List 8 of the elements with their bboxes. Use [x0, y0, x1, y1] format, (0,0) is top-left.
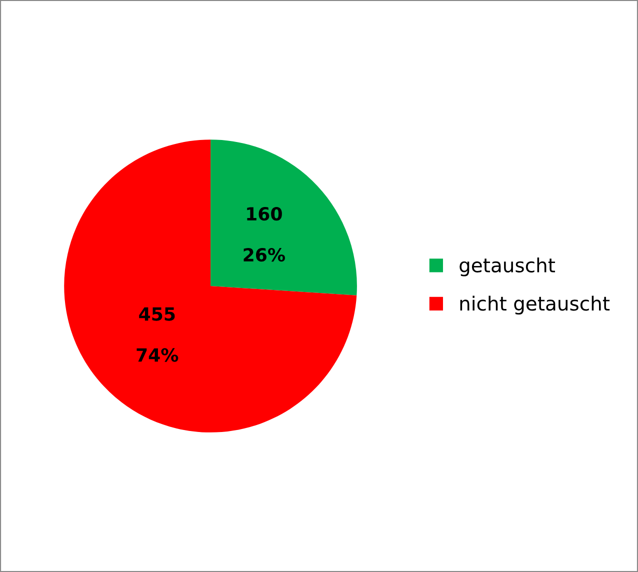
pie-slice [210, 140, 357, 296]
text: 74% [136, 348, 178, 362]
text: 26% [244, 248, 285, 262]
legend-label: getauscht [460, 257, 556, 276]
data-label: 455 [139, 307, 175, 321]
data-label: 160 [247, 206, 282, 221]
pie-slice [64, 140, 357, 432]
legend-label: nicht getauscht [460, 296, 610, 315]
